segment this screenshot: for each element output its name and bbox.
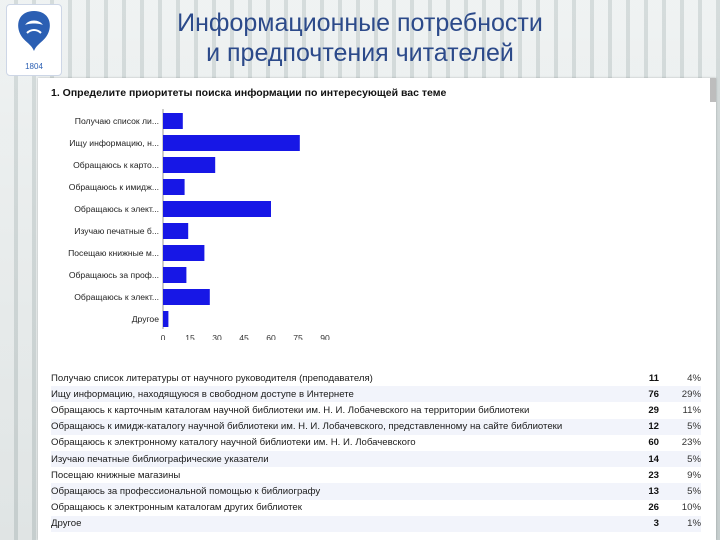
table-row: Обращаюсь к карточным каталогам научной … [51, 402, 701, 418]
table-row: Получаю список литературы от научного ру… [51, 370, 701, 386]
bar [163, 135, 300, 151]
category-label: Ищу информацию, н... [69, 138, 159, 148]
table-row: Изучаю печатные библиографические указат… [51, 450, 701, 468]
page-title: Информационные потребности и предпочтени… [80, 8, 640, 68]
table-row: Другое 3 1% [51, 515, 701, 532]
answer-percent: 5% [687, 453, 701, 465]
category-label: Обращаюсь к элект... [74, 292, 159, 302]
title-line-1: Информационные потребности [177, 9, 543, 37]
answer-label: Посещаю книжные магазины [51, 469, 181, 481]
x-tick-label: 90 [320, 333, 330, 340]
x-tick-label: 15 [185, 333, 195, 340]
answer-count: 23 [648, 469, 659, 481]
answer-percent: 5% [687, 485, 701, 497]
logo-year: 1804 [25, 62, 43, 71]
answer-count: 13 [648, 485, 659, 497]
answer-percent: 1% [687, 518, 701, 530]
table-row: Посещаю книжные магазины 23 9% [51, 467, 701, 483]
table-row: Обращаюсь к электронным каталогам других… [51, 500, 701, 516]
results-table: Получаю список литературы от научного ру… [51, 370, 701, 532]
answer-label: Ищу информацию, находящуюся в свободном … [51, 388, 354, 400]
bar-chart: Получаю список ли... Ищу информацию, н...… [68, 109, 330, 340]
bar [163, 179, 185, 195]
answer-percent: 23% [681, 437, 701, 449]
bar [163, 113, 183, 129]
scrollbar[interactable] [710, 78, 716, 102]
answer-label: Обращаюсь к имидж-каталогу научной библи… [51, 421, 563, 433]
table-row: Ищу информацию, находящуюся в свободном … [51, 386, 701, 403]
category-label: Обращаюсь к карто... [73, 160, 159, 170]
category-label: Обращаюсь к имидж... [69, 182, 159, 192]
category-label: Получаю список ли... [75, 116, 159, 126]
answer-percent: 5% [687, 421, 701, 433]
answer-count: 14 [648, 453, 659, 465]
university-logo: 1804 [6, 4, 62, 76]
answer-count: 3 [653, 518, 659, 530]
table-row: Обращаюсь к электронному каталогу научно… [51, 435, 701, 451]
question-title: 1. Определите приоритеты поиска информац… [51, 87, 447, 99]
answer-percent: 10% [681, 502, 701, 514]
bar [163, 267, 187, 283]
answer-percent: 11% [682, 404, 702, 416]
category-label: Изучаю печатные б... [74, 226, 159, 236]
answer-count: 60 [648, 437, 659, 449]
bar [163, 201, 271, 217]
answer-count: 29 [648, 404, 659, 416]
answer-percent: 29% [681, 388, 701, 400]
answer-label: Обращаюсь к карточным каталогам научной … [51, 404, 530, 416]
answer-count: 12 [648, 421, 659, 433]
answer-label: Другое [51, 518, 82, 530]
bar [163, 245, 205, 261]
answer-count: 26 [648, 502, 659, 514]
x-tick-label: 0 [161, 333, 166, 340]
bar [163, 311, 169, 327]
answer-label: Обращаюсь к электронному каталогу научно… [51, 437, 416, 449]
category-label: Обращаюсь за проф... [69, 270, 159, 280]
answer-label: Обращаюсь к электронным каталогам других… [51, 502, 302, 514]
table-row: Обращаюсь за профессиональной помощью к … [51, 483, 701, 500]
bar [163, 157, 216, 173]
answer-count: 11 [648, 372, 659, 384]
bar [163, 289, 210, 305]
x-tick-label: 45 [239, 333, 249, 340]
x-tick-label: 30 [212, 333, 222, 340]
bar [163, 223, 189, 239]
x-tick-label: 60 [266, 333, 276, 340]
logo-emblem-icon: 1804 [18, 11, 50, 71]
answer-count: 76 [648, 388, 659, 400]
answer-percent: 9% [687, 469, 701, 481]
category-label: Другое [132, 314, 160, 324]
category-label: Посещаю книжные м... [68, 248, 159, 258]
x-tick-label: 75 [293, 333, 303, 340]
answer-label: Обращаюсь за профессиональной помощью к … [51, 485, 321, 497]
title-line-2: и предпочтения читателей [206, 39, 514, 67]
category-label: Обращаюсь к элект... [74, 204, 159, 214]
answer-label: Изучаю печатные библиографические указат… [51, 453, 269, 465]
table-row: Обращаюсь к имидж-каталогу научной библи… [51, 418, 701, 435]
answer-label: Получаю список литературы от научного ру… [51, 372, 373, 384]
survey-results-panel: 1. Определите приоритеты поиска информац… [38, 78, 716, 540]
answer-percent: 4% [687, 372, 701, 384]
